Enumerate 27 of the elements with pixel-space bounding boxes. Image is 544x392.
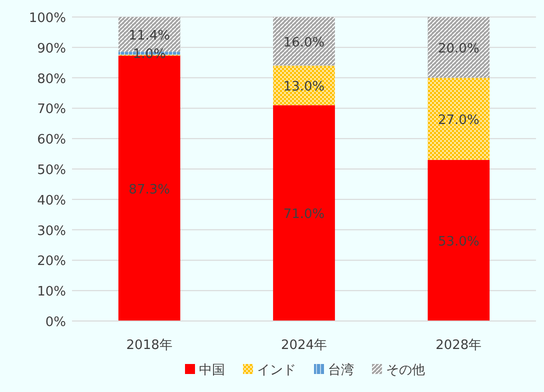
y-tick-label: 0% [45, 315, 66, 330]
x-tick-label: 2024年 [280, 338, 328, 353]
y-tick-label: 40% [37, 193, 66, 208]
bar [428, 160, 490, 321]
legend-label: その他 [386, 363, 425, 378]
legend-label: 中国 [199, 363, 225, 378]
y-tick-label: 60% [37, 132, 66, 148]
data-label: 1.0% [132, 47, 166, 62]
bar [428, 78, 490, 160]
x-tick-label: 2018年 [126, 338, 172, 353]
y-tick-label: 10% [37, 284, 66, 300]
legend-label: 台湾 [328, 362, 354, 378]
data-label: 27.0% [438, 112, 480, 128]
data-label: 71.0% [283, 207, 325, 222]
y-tick-label: 50% [37, 163, 66, 178]
legend-label: インド [257, 363, 296, 378]
data-label: 53.0% [438, 234, 480, 250]
y-tick-label: 70% [37, 102, 66, 118]
x-tick-label: 2028年 [436, 338, 482, 353]
y-tick-label: 90% [37, 41, 66, 56]
y-tick-label: 80% [37, 72, 66, 87]
y-tick-label: 20% [37, 254, 66, 270]
data-label: 87.3% [128, 182, 170, 198]
bar [428, 17, 490, 78]
y-tick-label: 30% [37, 224, 66, 239]
bar [273, 105, 335, 321]
y-tick-label: 100% [28, 11, 66, 26]
